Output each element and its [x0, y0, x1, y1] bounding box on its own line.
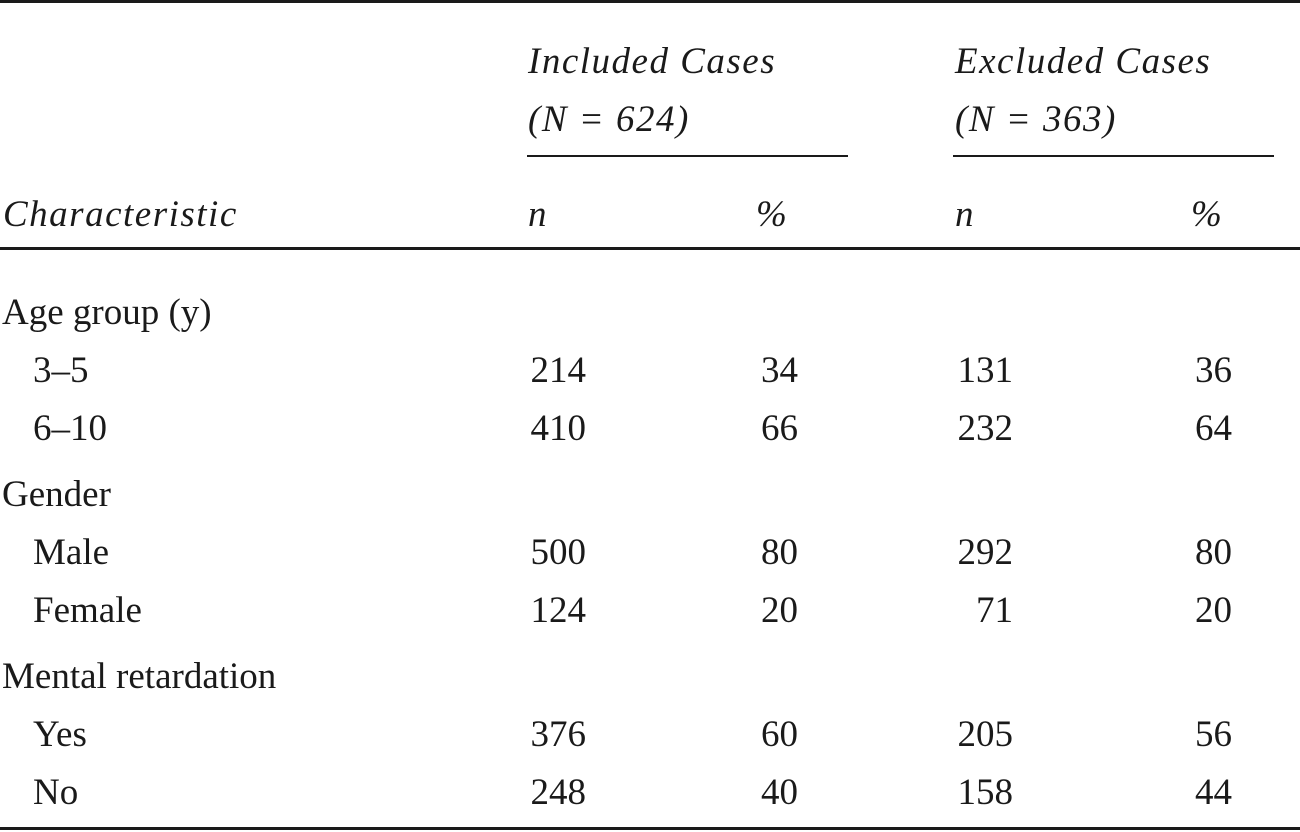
- excluded-cases-heading: Excluded Cases: [955, 41, 1212, 82]
- excluded-n-cell: 131: [957, 350, 1014, 391]
- included-pct-cell: 40: [761, 772, 798, 813]
- excluded-pct-cell: 64: [1195, 408, 1232, 449]
- included-n-cell: 248: [530, 772, 587, 813]
- category-label: Gender: [2, 474, 111, 515]
- included-n-cell: 500: [530, 532, 587, 573]
- included-n-cell: 410: [530, 408, 587, 449]
- included-pct-header: %: [756, 194, 789, 235]
- row-label: 3–5: [33, 350, 89, 391]
- excluded-n-cell: 205: [957, 714, 1014, 755]
- row-label: Male: [33, 532, 110, 573]
- included-pct-cell: 60: [761, 714, 798, 755]
- excluded-cases-count: (N = 363): [955, 99, 1117, 140]
- included-group-rule: [527, 155, 848, 157]
- included-cases-heading: Included Cases: [528, 41, 777, 82]
- excluded-n-header: n: [955, 194, 975, 235]
- row-label: Female: [33, 590, 142, 631]
- excluded-n-cell: 71: [976, 590, 1013, 631]
- included-n-cell: 124: [530, 590, 587, 631]
- row-label: Yes: [33, 714, 87, 755]
- included-n-cell: 376: [530, 714, 587, 755]
- included-n-header: n: [528, 194, 548, 235]
- excluded-n-cell: 232: [957, 408, 1014, 449]
- excluded-pct-cell: 36: [1195, 350, 1232, 391]
- excluded-pct-header: %: [1191, 194, 1224, 235]
- included-pct-cell: 34: [761, 350, 798, 391]
- included-pct-cell: 66: [761, 408, 798, 449]
- excluded-pct-cell: 44: [1195, 772, 1232, 813]
- included-pct-cell: 20: [761, 590, 798, 631]
- row-label: No: [33, 772, 79, 813]
- row-label: 6–10: [33, 408, 107, 449]
- excluded-pct-cell: 20: [1195, 590, 1232, 631]
- excluded-group-rule: [953, 155, 1274, 157]
- category-label: Mental retardation: [2, 656, 277, 697]
- included-pct-cell: 80: [761, 532, 798, 573]
- included-n-cell: 214: [530, 350, 587, 391]
- header-bottom-rule: [0, 247, 1300, 250]
- included-cases-count: (N = 624): [528, 99, 690, 140]
- characteristic-column-header: Characteristic: [3, 194, 238, 235]
- excluded-pct-cell: 56: [1195, 714, 1232, 755]
- excluded-n-cell: 292: [957, 532, 1014, 573]
- excluded-n-cell: 158: [957, 772, 1014, 813]
- table-bottom-rule: [0, 827, 1300, 830]
- table-top-rule: [0, 0, 1300, 3]
- excluded-pct-cell: 80: [1195, 532, 1232, 573]
- category-label: Age group (y): [2, 292, 212, 333]
